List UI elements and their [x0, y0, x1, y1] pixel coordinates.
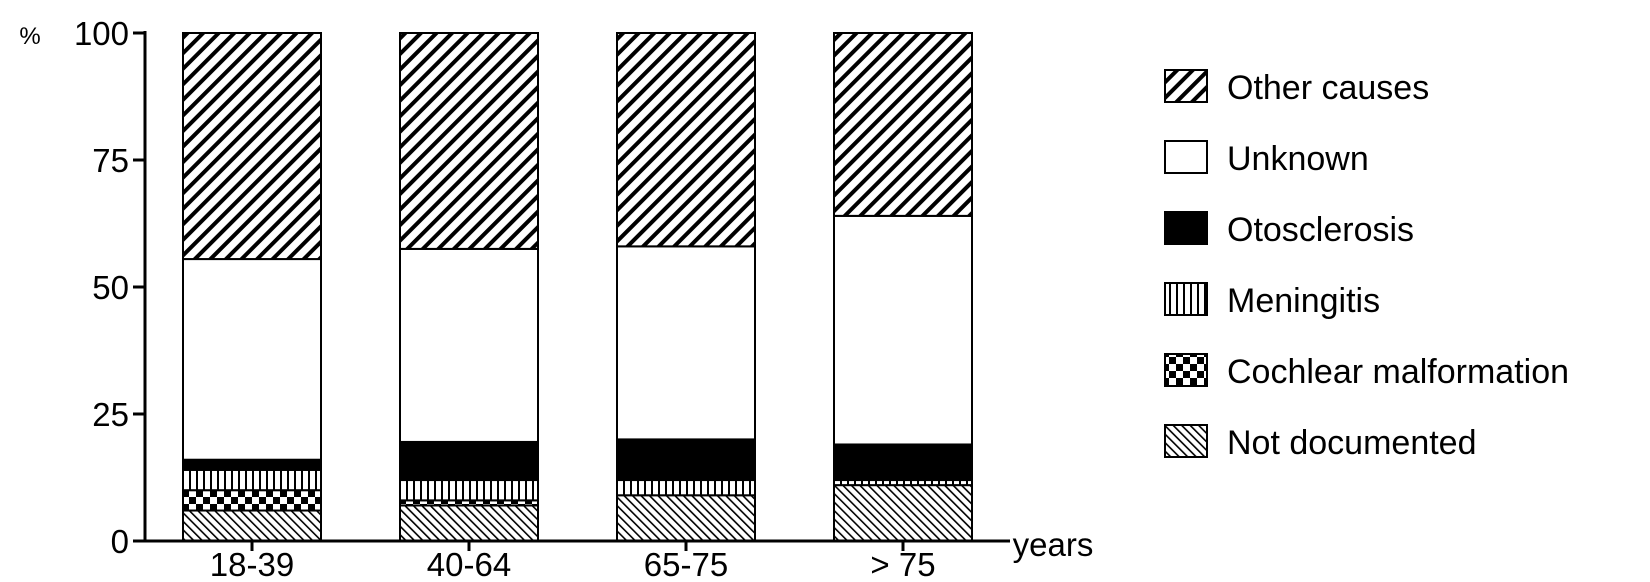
bar-segment [182, 32, 322, 261]
x-tick-label: 18-39 [210, 546, 294, 582]
legend-label: Not documented [1227, 424, 1477, 462]
y-tick-label: 50 [92, 269, 129, 306]
bar-segment [182, 458, 322, 471]
bar-segment [399, 32, 539, 250]
legend-swatch [1164, 353, 1208, 387]
y-axis-unit-label: % [19, 23, 40, 50]
y-axis: % 0 25 50 75 100 [19, 15, 147, 560]
bar-segment [182, 489, 322, 512]
y-tick-label: 75 [92, 142, 129, 179]
legend-swatch [1164, 424, 1208, 458]
y-tick-label: 100 [74, 15, 129, 52]
bar-segment [182, 468, 322, 492]
legend: Other causes Unknown Otosclerosis Meningiti… [1164, 69, 1569, 462]
legend-item: Cochlear malformation [1164, 353, 1569, 391]
legend-item: Other causes [1164, 69, 1429, 107]
legend-item: Meningitis [1164, 282, 1380, 320]
bar-segment [399, 479, 539, 502]
legend-label: Cochlear malformation [1227, 353, 1569, 391]
legend-label: Other causes [1227, 69, 1429, 107]
legend-label: Unknown [1227, 140, 1369, 178]
bar-segment [616, 479, 756, 497]
bar-stack [182, 32, 322, 542]
plot-area [182, 32, 973, 543]
bar-segment [833, 32, 973, 217]
bar-segment [399, 440, 539, 482]
x-tick-label: 65-75 [644, 546, 728, 582]
bar-stack [833, 32, 973, 542]
bar-segment [616, 438, 756, 482]
x-tick-labels: 18-39 40-64 65-75 > 75 [210, 541, 936, 582]
legend-swatch [1164, 282, 1208, 316]
legend-swatch [1164, 140, 1208, 174]
x-tick-label: 40-64 [427, 546, 511, 582]
bar-segment [833, 484, 973, 542]
bar-segment [616, 245, 756, 441]
y-ticks: 0 25 50 75 100 [74, 15, 145, 560]
bar-segment [833, 443, 973, 482]
bar-stack [616, 32, 756, 542]
legend-item: Unknown [1164, 140, 1369, 178]
bar-segment [182, 509, 322, 542]
bar-segment [399, 247, 539, 443]
legend-item: Not documented [1164, 424, 1477, 462]
x-tick-label: > 75 [870, 546, 935, 582]
legend-item: Otosclerosis [1164, 211, 1414, 249]
legend-swatch [1164, 69, 1208, 103]
bar-segment [833, 214, 973, 446]
bar-segment [616, 32, 756, 248]
legend-label: Meningitis [1227, 282, 1380, 320]
x-axis-title: years [1013, 526, 1094, 563]
bar-stack [399, 32, 539, 543]
bar-segment [616, 494, 756, 542]
bar-segment [182, 258, 322, 461]
y-tick-label: 0 [111, 523, 129, 560]
legend-swatch [1164, 211, 1208, 245]
legend-label: Otosclerosis [1227, 211, 1414, 249]
x-axis: years 18-39 40-64 65-75 > 75 [145, 526, 1093, 582]
bar-segment [399, 504, 539, 543]
y-tick-label: 25 [92, 396, 129, 433]
